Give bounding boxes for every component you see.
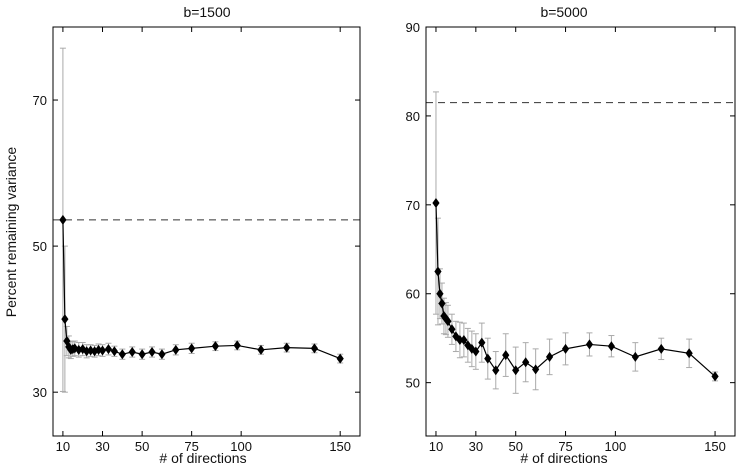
right-data-point — [711, 371, 719, 382]
right-data-point — [434, 266, 442, 277]
left-data-point — [211, 341, 220, 352]
left-data-point — [158, 349, 166, 360]
right-data-point — [561, 343, 570, 354]
left-series-line — [62, 219, 341, 360]
left-data-point — [61, 314, 69, 325]
left-chart-title: b=1500 — [183, 4, 230, 20]
right-data-point — [685, 348, 693, 359]
left-data-point — [336, 353, 344, 364]
right-data-point — [657, 343, 665, 354]
left-x-tick-label: 150 — [329, 439, 351, 454]
right-data-point — [532, 364, 540, 375]
right-x-tick-label: 30 — [469, 439, 483, 454]
right-data-point — [585, 339, 594, 350]
right-x-tick-label: 150 — [704, 439, 726, 454]
left-x-axis-label: # of directions — [159, 450, 246, 466]
left-data-point — [310, 343, 319, 354]
left-x-tick-label: 75 — [184, 439, 198, 454]
right-data-point — [546, 351, 554, 362]
left-x-tick-label: 10 — [56, 439, 70, 454]
right-data-point — [464, 340, 472, 351]
left-y-tick-label: 50 — [33, 239, 47, 254]
right-data-point — [444, 316, 452, 327]
right-y-tick-label: 90 — [406, 20, 420, 35]
left-plot-frame — [52, 26, 361, 437]
left-data-point — [172, 344, 180, 355]
left-data-point — [283, 342, 291, 353]
left-y-tick-label: 30 — [33, 385, 47, 400]
right-x-tick-label: 75 — [558, 439, 572, 454]
left-data-point — [98, 345, 107, 356]
right-plot-frame — [425, 26, 736, 437]
right-data-point — [484, 353, 492, 364]
right-data-point — [448, 324, 456, 335]
left-data-point — [188, 343, 196, 354]
right-data-point — [452, 331, 460, 342]
right-panel: b=5000 # of directions 10 30 50 75 100 150 50 6… — [406, 4, 736, 466]
left-data-point — [128, 347, 136, 358]
right-data-point — [436, 288, 444, 299]
right-data-point — [492, 365, 500, 376]
left-data-point — [138, 349, 146, 360]
left-x-tick-label: 100 — [230, 439, 252, 454]
right-x-tick-label: 100 — [605, 439, 627, 454]
left-x-tick-label: 30 — [95, 439, 109, 454]
right-data-point — [502, 350, 510, 361]
right-data-point — [440, 310, 448, 321]
right-data-point — [631, 351, 639, 362]
left-data-point — [148, 347, 156, 358]
right-data-point — [478, 337, 486, 348]
right-data-point — [472, 346, 480, 357]
right-x-tick-label: 10 — [429, 439, 443, 454]
left-plot-area: 10 30 50 75 100 150 30 50 70 — [33, 27, 360, 454]
right-y-tick-label: 60 — [406, 287, 420, 302]
right-y-tick-label: 70 — [406, 198, 420, 213]
right-data-point — [460, 334, 468, 345]
right-y-tick-label: 50 — [406, 376, 420, 391]
left-data-point — [104, 344, 113, 355]
right-x-tick-label: 50 — [508, 439, 522, 454]
right-y-tick-label: 80 — [406, 109, 420, 124]
right-data-point — [512, 365, 520, 376]
left-data-point — [118, 349, 126, 360]
left-panel: b=1500 Percent remaining variance # of d… — [3, 4, 361, 466]
right-data-point — [432, 198, 440, 209]
left-y-axis-label: Percent remaining variance — [3, 147, 19, 318]
right-data-point — [522, 357, 530, 368]
right-plot-area: 10 30 50 75 100 150 50 60 70 80 90 — [406, 20, 735, 454]
right-data-point — [607, 341, 615, 352]
left-data-point — [233, 340, 241, 351]
left-data-point — [94, 344, 103, 355]
right-chart-title: b=5000 — [540, 4, 587, 20]
left-data-point — [257, 344, 265, 355]
left-y-tick-label: 70 — [33, 93, 47, 108]
right-x-axis-label: # of directions — [520, 450, 607, 466]
right-data-point — [456, 334, 464, 345]
left-data-point — [110, 346, 118, 357]
right-data-point — [438, 298, 446, 309]
left-data-point — [59, 214, 67, 225]
left-x-tick-label: 50 — [135, 439, 149, 454]
